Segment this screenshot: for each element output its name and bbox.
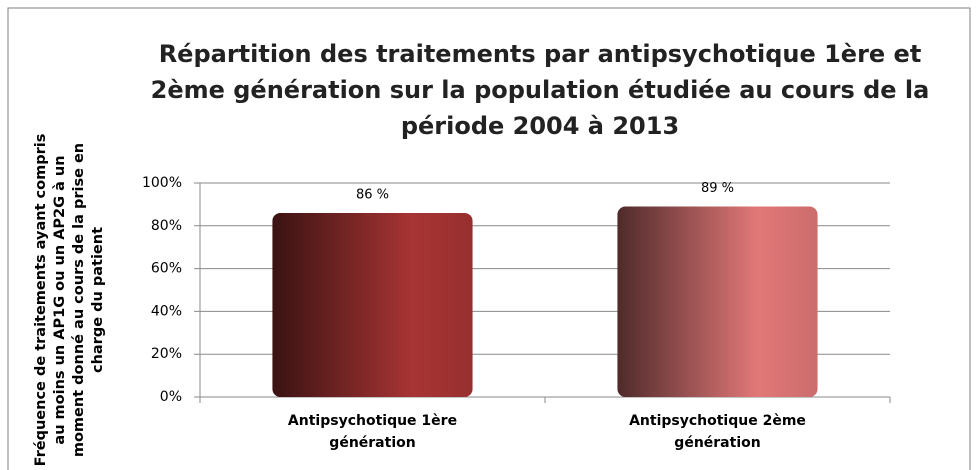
chart-title: Répartition des traitements par antipsyc… xyxy=(150,40,930,140)
bar xyxy=(272,212,473,397)
y-tick-label: 100% xyxy=(142,175,182,191)
x-tick-label: Antipsychotique 1ère génération xyxy=(287,413,458,451)
y-tick-label: 40% xyxy=(151,303,182,319)
y-tick-label: 80% xyxy=(151,218,182,234)
bar xyxy=(617,206,818,397)
value-label: 89 % xyxy=(701,181,734,196)
x-tick-label: Antipsychotique 2ème génération xyxy=(629,413,806,451)
y-tick-label: 0% xyxy=(160,389,182,405)
value-label: 86 % xyxy=(356,187,389,202)
chart-border xyxy=(7,7,971,470)
y-tick-label: 60% xyxy=(151,261,182,277)
bar-part xyxy=(617,206,818,397)
y-axis-label: Fréquence de traitements ayant compris a… xyxy=(33,133,106,467)
bar-part xyxy=(272,212,473,397)
y-tick-label: 20% xyxy=(151,346,182,362)
